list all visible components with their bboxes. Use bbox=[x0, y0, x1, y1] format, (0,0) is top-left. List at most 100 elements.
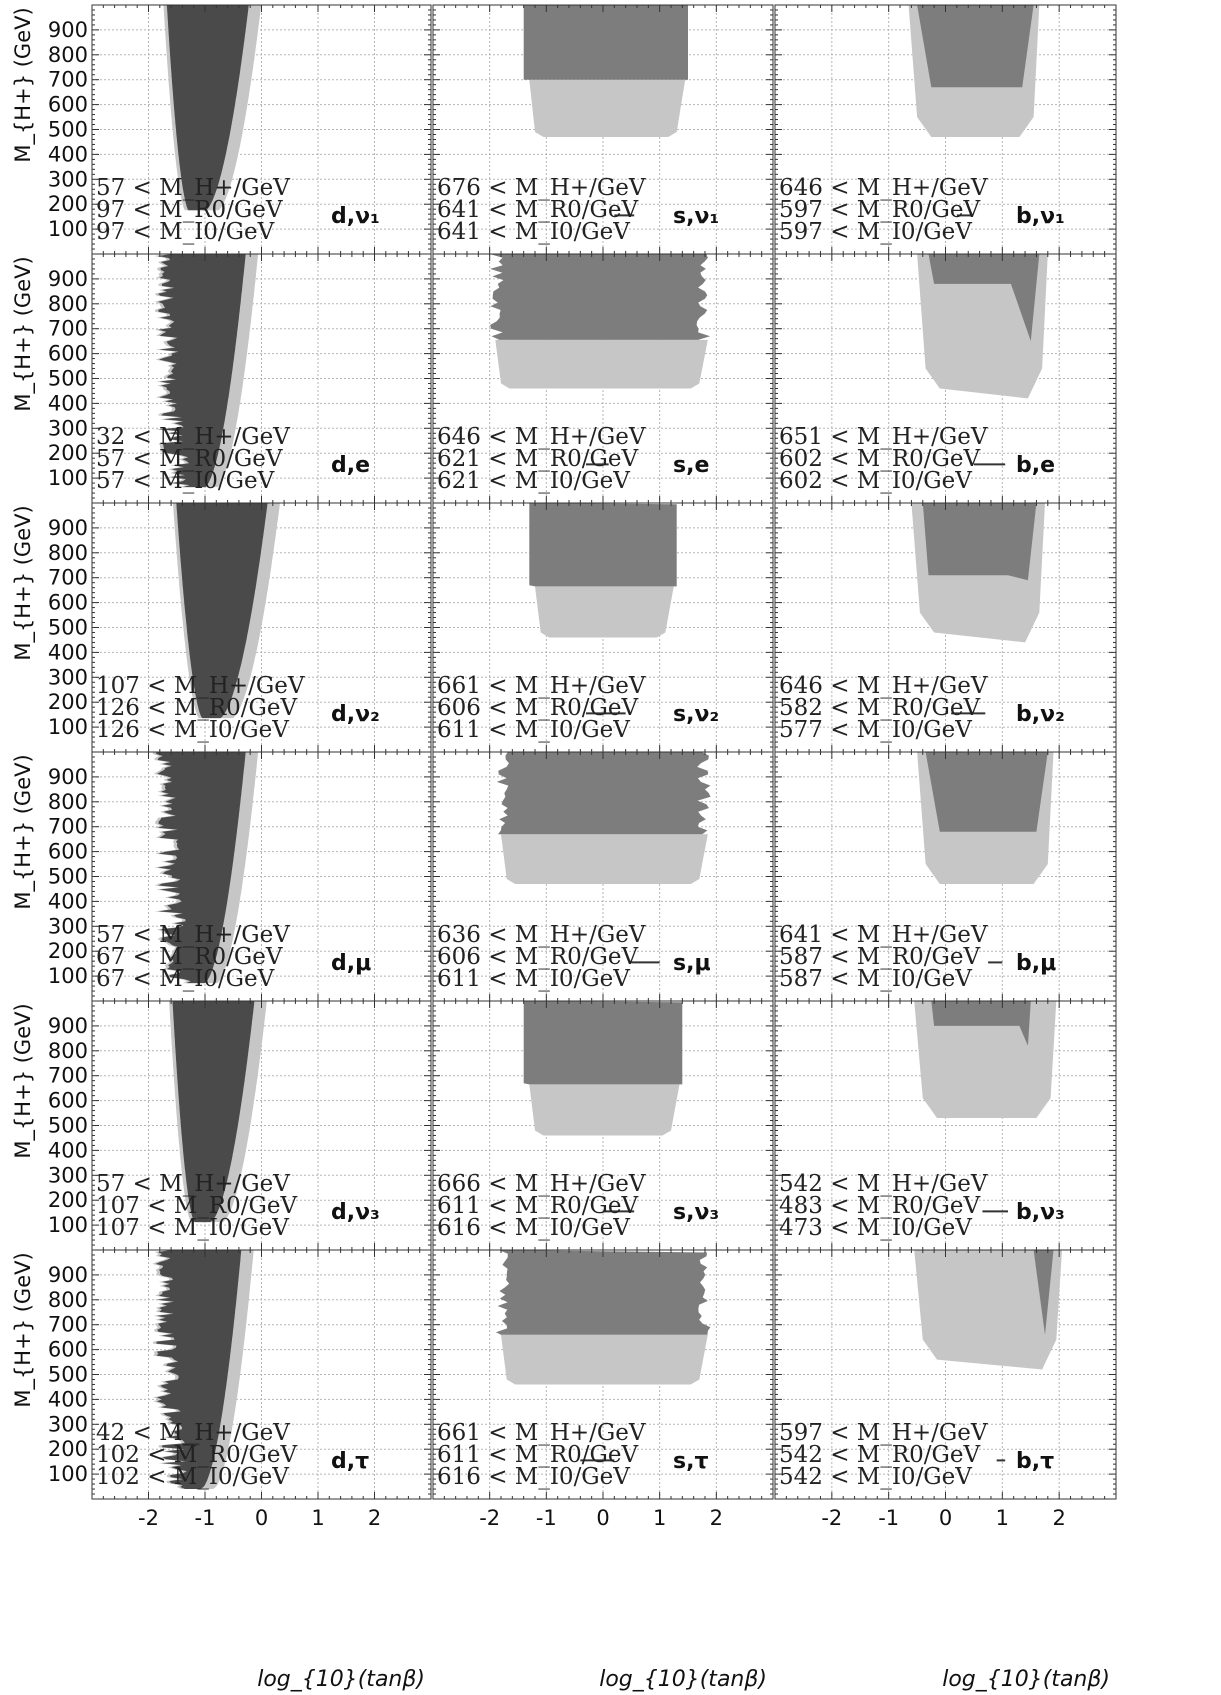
mass-bound-annotation: 57 < M_R0/GeV bbox=[96, 446, 283, 472]
x-tick-label: -1 bbox=[878, 1506, 899, 1530]
y-tick-label: 400 bbox=[48, 142, 88, 166]
mass-bound-annotation: 621 < M_I0/GeV bbox=[437, 468, 630, 494]
y-tick-label: 500 bbox=[48, 367, 88, 391]
allowed-region-medium bbox=[928, 254, 1040, 342]
panel-label: b,μ bbox=[1016, 951, 1056, 976]
mass-bound-annotation: 641 < M_R0/GeV bbox=[437, 197, 639, 223]
allowed-region-medium bbox=[523, 5, 688, 80]
x-tick-label: 2 bbox=[1052, 1506, 1065, 1530]
allowed-region-medium bbox=[922, 503, 1037, 581]
allowed-region-light bbox=[535, 586, 674, 638]
y-axis-label: M_{H+} (GeV) bbox=[11, 256, 36, 411]
mass-bound-annotation: 646 < M_H+/GeV bbox=[779, 673, 988, 699]
mass-bound-annotation: 587 < M_I0/GeV bbox=[779, 966, 972, 992]
y-tick-label: 500 bbox=[48, 865, 88, 889]
y-tick-label: 800 bbox=[48, 1039, 88, 1063]
mass-bound-annotation: 666 < M_H+/GeV bbox=[437, 1171, 646, 1197]
y-tick-label: 200 bbox=[48, 441, 88, 465]
x-axis-label: log_{10}(tanβ) bbox=[599, 1667, 767, 1692]
y-tick-label: 700 bbox=[48, 1313, 88, 1337]
y-tick-label: 700 bbox=[48, 566, 88, 590]
mass-bound-annotation: 97 < M_R0/GeV bbox=[96, 197, 283, 223]
allowed-region-dark bbox=[176, 503, 268, 719]
panel-content bbox=[92, 503, 431, 752]
panel-label: s,ν₂ bbox=[673, 702, 719, 727]
x-tick-label: -2 bbox=[479, 1506, 500, 1530]
y-tick-label: 800 bbox=[48, 790, 88, 814]
panel-content bbox=[775, 752, 1116, 1001]
y-tick-label: 400 bbox=[48, 640, 88, 664]
panel-content bbox=[433, 5, 773, 254]
y-tick-label: 300 bbox=[48, 1163, 88, 1187]
mass-bound-annotation: 126 < M_R0/GeV bbox=[96, 695, 298, 721]
mass-bound-annotation: 57 < M_H+/GeV bbox=[96, 1171, 290, 1197]
y-tick-label: 500 bbox=[48, 616, 88, 640]
y-tick-label: 900 bbox=[48, 1263, 88, 1287]
y-tick-label: 600 bbox=[48, 840, 88, 864]
panel-content bbox=[775, 1001, 1116, 1250]
panel-label: d,μ bbox=[331, 951, 371, 976]
mass-bound-annotation: 661 < M_H+/GeV bbox=[437, 1420, 646, 1446]
y-tick-label: 700 bbox=[48, 1064, 88, 1088]
y-tick-label: 100 bbox=[48, 964, 88, 988]
mass-bound-annotation: 483 < M_R0/GeV bbox=[779, 1193, 981, 1219]
x-tick-label: 1 bbox=[653, 1506, 666, 1530]
panel-content bbox=[775, 1250, 1116, 1499]
allowed-region-medium bbox=[489, 254, 711, 340]
mass-bound-annotation: 616 < M_I0/GeV bbox=[437, 1464, 630, 1490]
y-tick-label: 700 bbox=[48, 68, 88, 92]
mass-bound-annotation: 57 < M_I0/GeV bbox=[96, 468, 275, 494]
y-tick-label: 100 bbox=[48, 1462, 88, 1486]
y-tick-label: 300 bbox=[48, 167, 88, 191]
allowed-region-light bbox=[529, 1084, 680, 1136]
panel-content bbox=[92, 752, 431, 1001]
y-tick-label: 200 bbox=[48, 1188, 88, 1212]
panel-label: b,ν₁ bbox=[1016, 204, 1065, 229]
allowed-region-medium bbox=[931, 1001, 1031, 1046]
y-tick-label: 500 bbox=[48, 1114, 88, 1138]
mass-bound-annotation: 641 < M_H+/GeV bbox=[779, 922, 988, 948]
y-tick-label: 400 bbox=[48, 889, 88, 913]
panel-label: d,ν₂ bbox=[331, 702, 380, 727]
mass-bound-annotation: 126 < M_I0/GeV bbox=[96, 717, 289, 743]
allowed-region-medium bbox=[523, 1001, 683, 1085]
allowed-region-medium bbox=[496, 752, 711, 835]
allowed-region-dark bbox=[156, 752, 246, 984]
y-tick-label: 900 bbox=[48, 267, 88, 291]
y-tick-label: 800 bbox=[48, 43, 88, 67]
mass-bound-annotation: 597 < M_R0/GeV bbox=[779, 197, 981, 223]
y-tick-label: 500 bbox=[48, 1363, 88, 1387]
mass-bound-annotation: 102 < M_R0/GeV bbox=[96, 1442, 298, 1468]
y-tick-label: 200 bbox=[48, 690, 88, 714]
mass-bound-annotation: 542 < M_H+/GeV bbox=[779, 1171, 988, 1197]
y-tick-label: 200 bbox=[48, 939, 88, 963]
mass-bound-annotation: 67 < M_R0/GeV bbox=[96, 944, 283, 970]
panel-label: b,e bbox=[1016, 453, 1055, 478]
mass-bound-annotation: 611 < M_R0/GeV bbox=[437, 1442, 639, 1468]
y-tick-label: 800 bbox=[48, 1288, 88, 1312]
mass-bound-annotation: 587 < M_R0/GeV bbox=[779, 944, 981, 970]
panel-content bbox=[775, 254, 1116, 503]
y-tick-label: 900 bbox=[48, 18, 88, 42]
mass-bound-annotation: 611 < M_I0/GeV bbox=[437, 966, 630, 992]
y-tick-label: 300 bbox=[48, 665, 88, 689]
x-tick-label: -1 bbox=[536, 1506, 557, 1530]
allowed-region-medium bbox=[529, 503, 677, 587]
y-tick-label: 900 bbox=[48, 516, 88, 540]
mass-bound-annotation: 57 < M_H+/GeV bbox=[96, 922, 290, 948]
mass-bound-annotation: 602 < M_I0/GeV bbox=[779, 468, 972, 494]
panel-content bbox=[433, 503, 773, 752]
panel-label: s,τ bbox=[673, 1449, 709, 1474]
panel-content bbox=[92, 5, 431, 254]
allowed-region-medium bbox=[1033, 1250, 1054, 1335]
